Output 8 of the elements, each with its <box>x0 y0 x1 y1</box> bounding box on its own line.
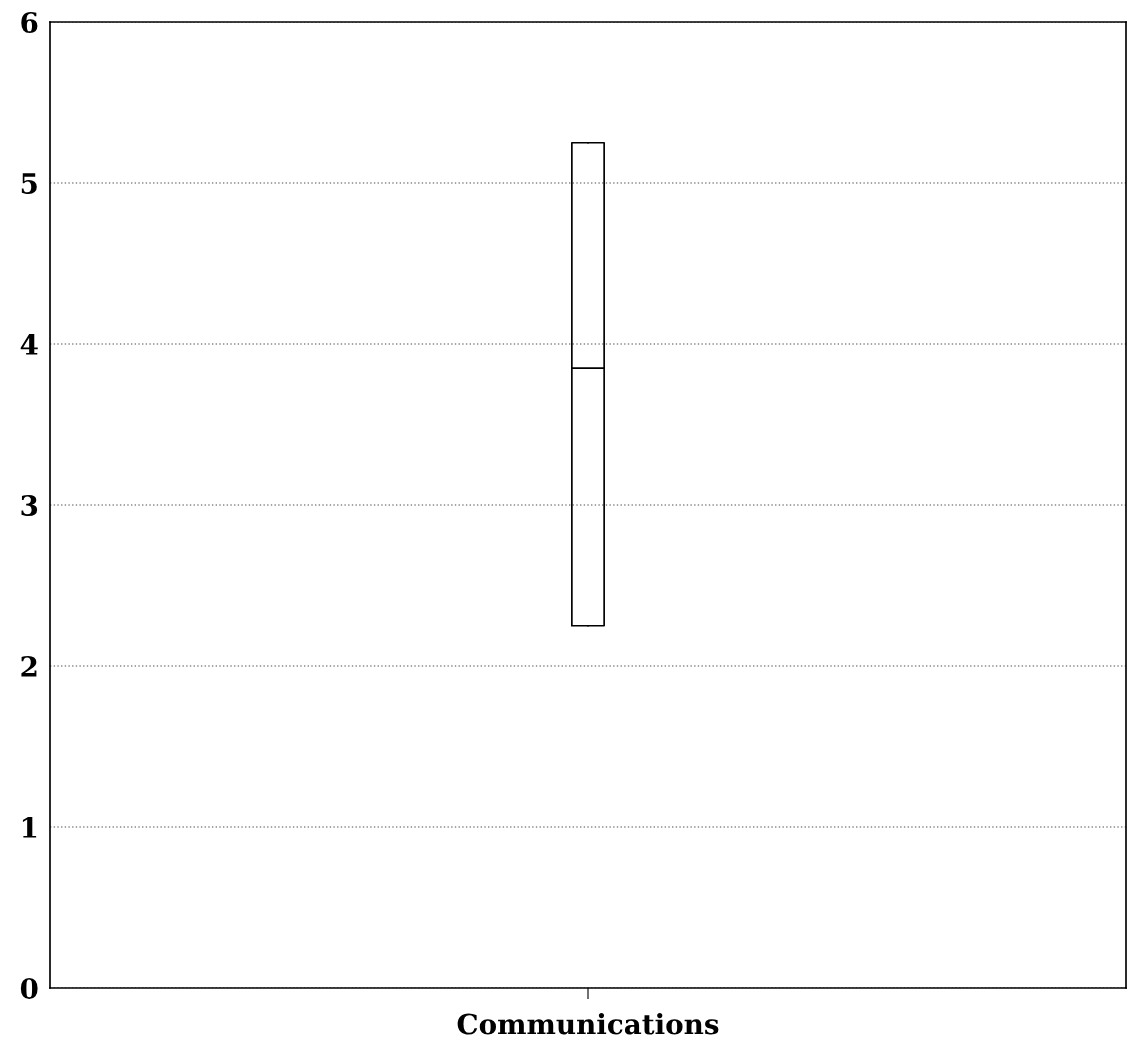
y-tick-label: 5 <box>21 173 37 194</box>
y-tick-label: 2 <box>21 655 37 677</box>
y-tick-label: 6 <box>21 11 38 33</box>
y-tick-label: 0 <box>20 977 38 999</box>
y-tick-label: 3 <box>21 494 38 516</box>
y-tick-label: 1 <box>22 816 37 838</box>
x-tick-label: Communications <box>457 1013 719 1035</box>
y-tick-label: 4 <box>20 333 38 355</box>
